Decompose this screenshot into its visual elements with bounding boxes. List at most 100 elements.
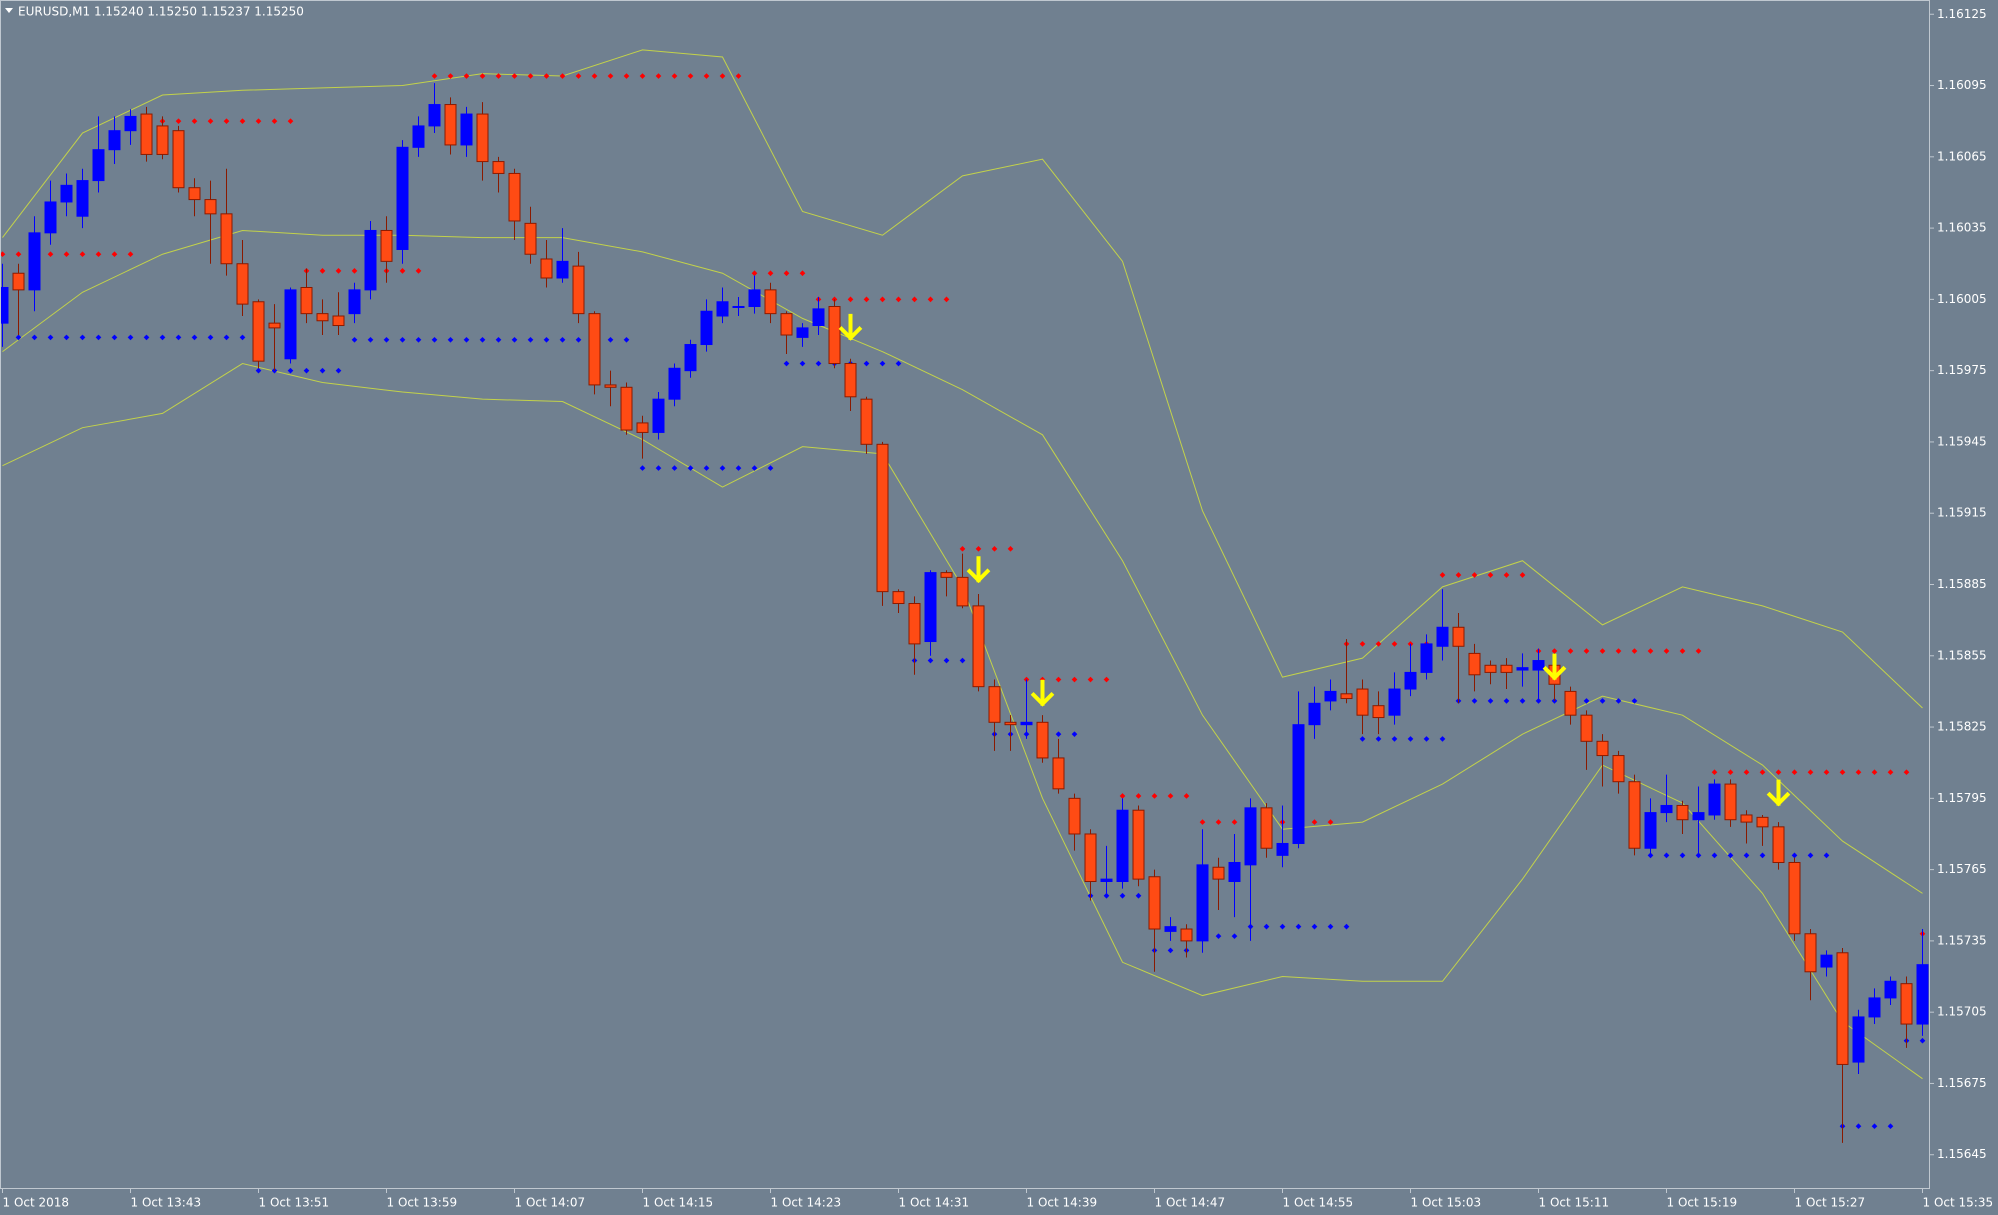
candle-body [476,113,489,163]
candle-body [684,344,697,372]
resistance-dot [1151,793,1158,799]
support-dot [1615,698,1622,704]
resistance-dot [431,73,438,79]
y-tick-label: 1.15825 [1937,720,1987,734]
signal-arrow [1030,679,1055,707]
resistance-dot [1071,676,1078,683]
support-dot [575,336,582,343]
support-dot [735,465,742,471]
candle-body [780,313,793,336]
candle-body [956,576,969,607]
candle-body [700,310,713,346]
y-tick-label: 1.15675 [1937,1076,1987,1090]
support-dot [223,334,230,341]
signal-arrow [966,556,991,584]
resistance-dot [1519,572,1526,578]
resistance-dot [559,73,566,79]
support-dot [511,336,518,343]
support-dot [159,334,166,341]
candle-body [620,386,633,431]
support-dot [383,336,390,343]
candle-body [204,199,217,215]
resistance-dot [1359,641,1366,647]
candle-body [1692,812,1705,821]
candle-body [1084,833,1097,882]
candle-body [892,591,905,605]
candle-body [1788,861,1801,935]
candle-body [556,260,569,279]
support-dot [319,367,326,374]
resistance-dot [879,296,886,303]
resistance-dot [1087,676,1094,683]
candle-body [1164,926,1177,932]
resistance-dot [1887,769,1894,776]
resistance-dot [1631,648,1638,654]
support-dot [207,334,214,341]
support-dot [175,334,182,341]
resistance-dot [463,73,470,79]
candle-body [1212,866,1225,880]
candle-body [1612,755,1625,783]
candle-body [828,306,841,365]
candle-body [972,605,985,688]
support-dot [1727,852,1734,859]
candle-body [1740,814,1753,823]
support-dot [687,465,694,471]
candle-body [876,443,889,593]
x-tick-label: 1 Oct 13:43 [131,1196,202,1210]
candle-body [572,265,585,315]
resistance-dot [479,73,486,79]
support-dot [95,334,102,341]
signal-arrow [1766,779,1791,807]
resistance-dot [271,118,278,125]
support-dot [959,657,966,664]
resistance-dot [639,73,646,79]
resistance-dot [15,251,22,258]
resistance-dot [1647,648,1654,654]
candle-body [988,686,1001,723]
support-dot [1711,852,1718,859]
resistance-dot [1471,572,1478,578]
resistance-dot [1743,769,1750,776]
candle-body [796,327,809,338]
resistance-dot [1439,572,1446,578]
resistance-dot [703,73,710,79]
support-dot [447,336,454,343]
candle-body [348,289,361,315]
resistance-dot [1135,793,1142,799]
support-dot [367,336,374,343]
candle-body [1244,807,1257,866]
candle-body [1484,664,1497,673]
support-dot [127,334,134,341]
candle-body [1564,690,1577,716]
support-dot [1583,698,1590,704]
support-dot [1135,892,1142,899]
resistance-dot [607,73,614,79]
resistance-dot [895,296,902,303]
y-tick-label: 1.15705 [1937,1005,1987,1019]
x-tick-label: 1 Oct 13:51 [259,1196,330,1210]
support-dot [751,465,758,471]
resistance-dot [751,270,758,277]
resistance-dot [863,296,870,303]
candle-body [268,322,281,329]
support-dot [1311,923,1318,930]
candle-body [940,572,953,578]
support-dot [1327,923,1334,930]
resistance-dot [495,73,502,79]
candle-body [1516,667,1529,671]
candle-body [1900,983,1913,1025]
resistance-dot [255,118,262,125]
support-dot [1423,736,1430,742]
candle-body [428,104,441,127]
resistance-dot [175,118,182,125]
menu-triangle[interactable] [5,8,13,13]
support-dot [527,336,534,343]
support-dot [895,360,902,367]
resistance-dot [1103,676,1110,683]
support-dot [863,360,870,367]
support-dot [719,465,726,471]
y-tick-label: 1.16095 [1937,78,1987,92]
candle-body [1052,757,1065,790]
